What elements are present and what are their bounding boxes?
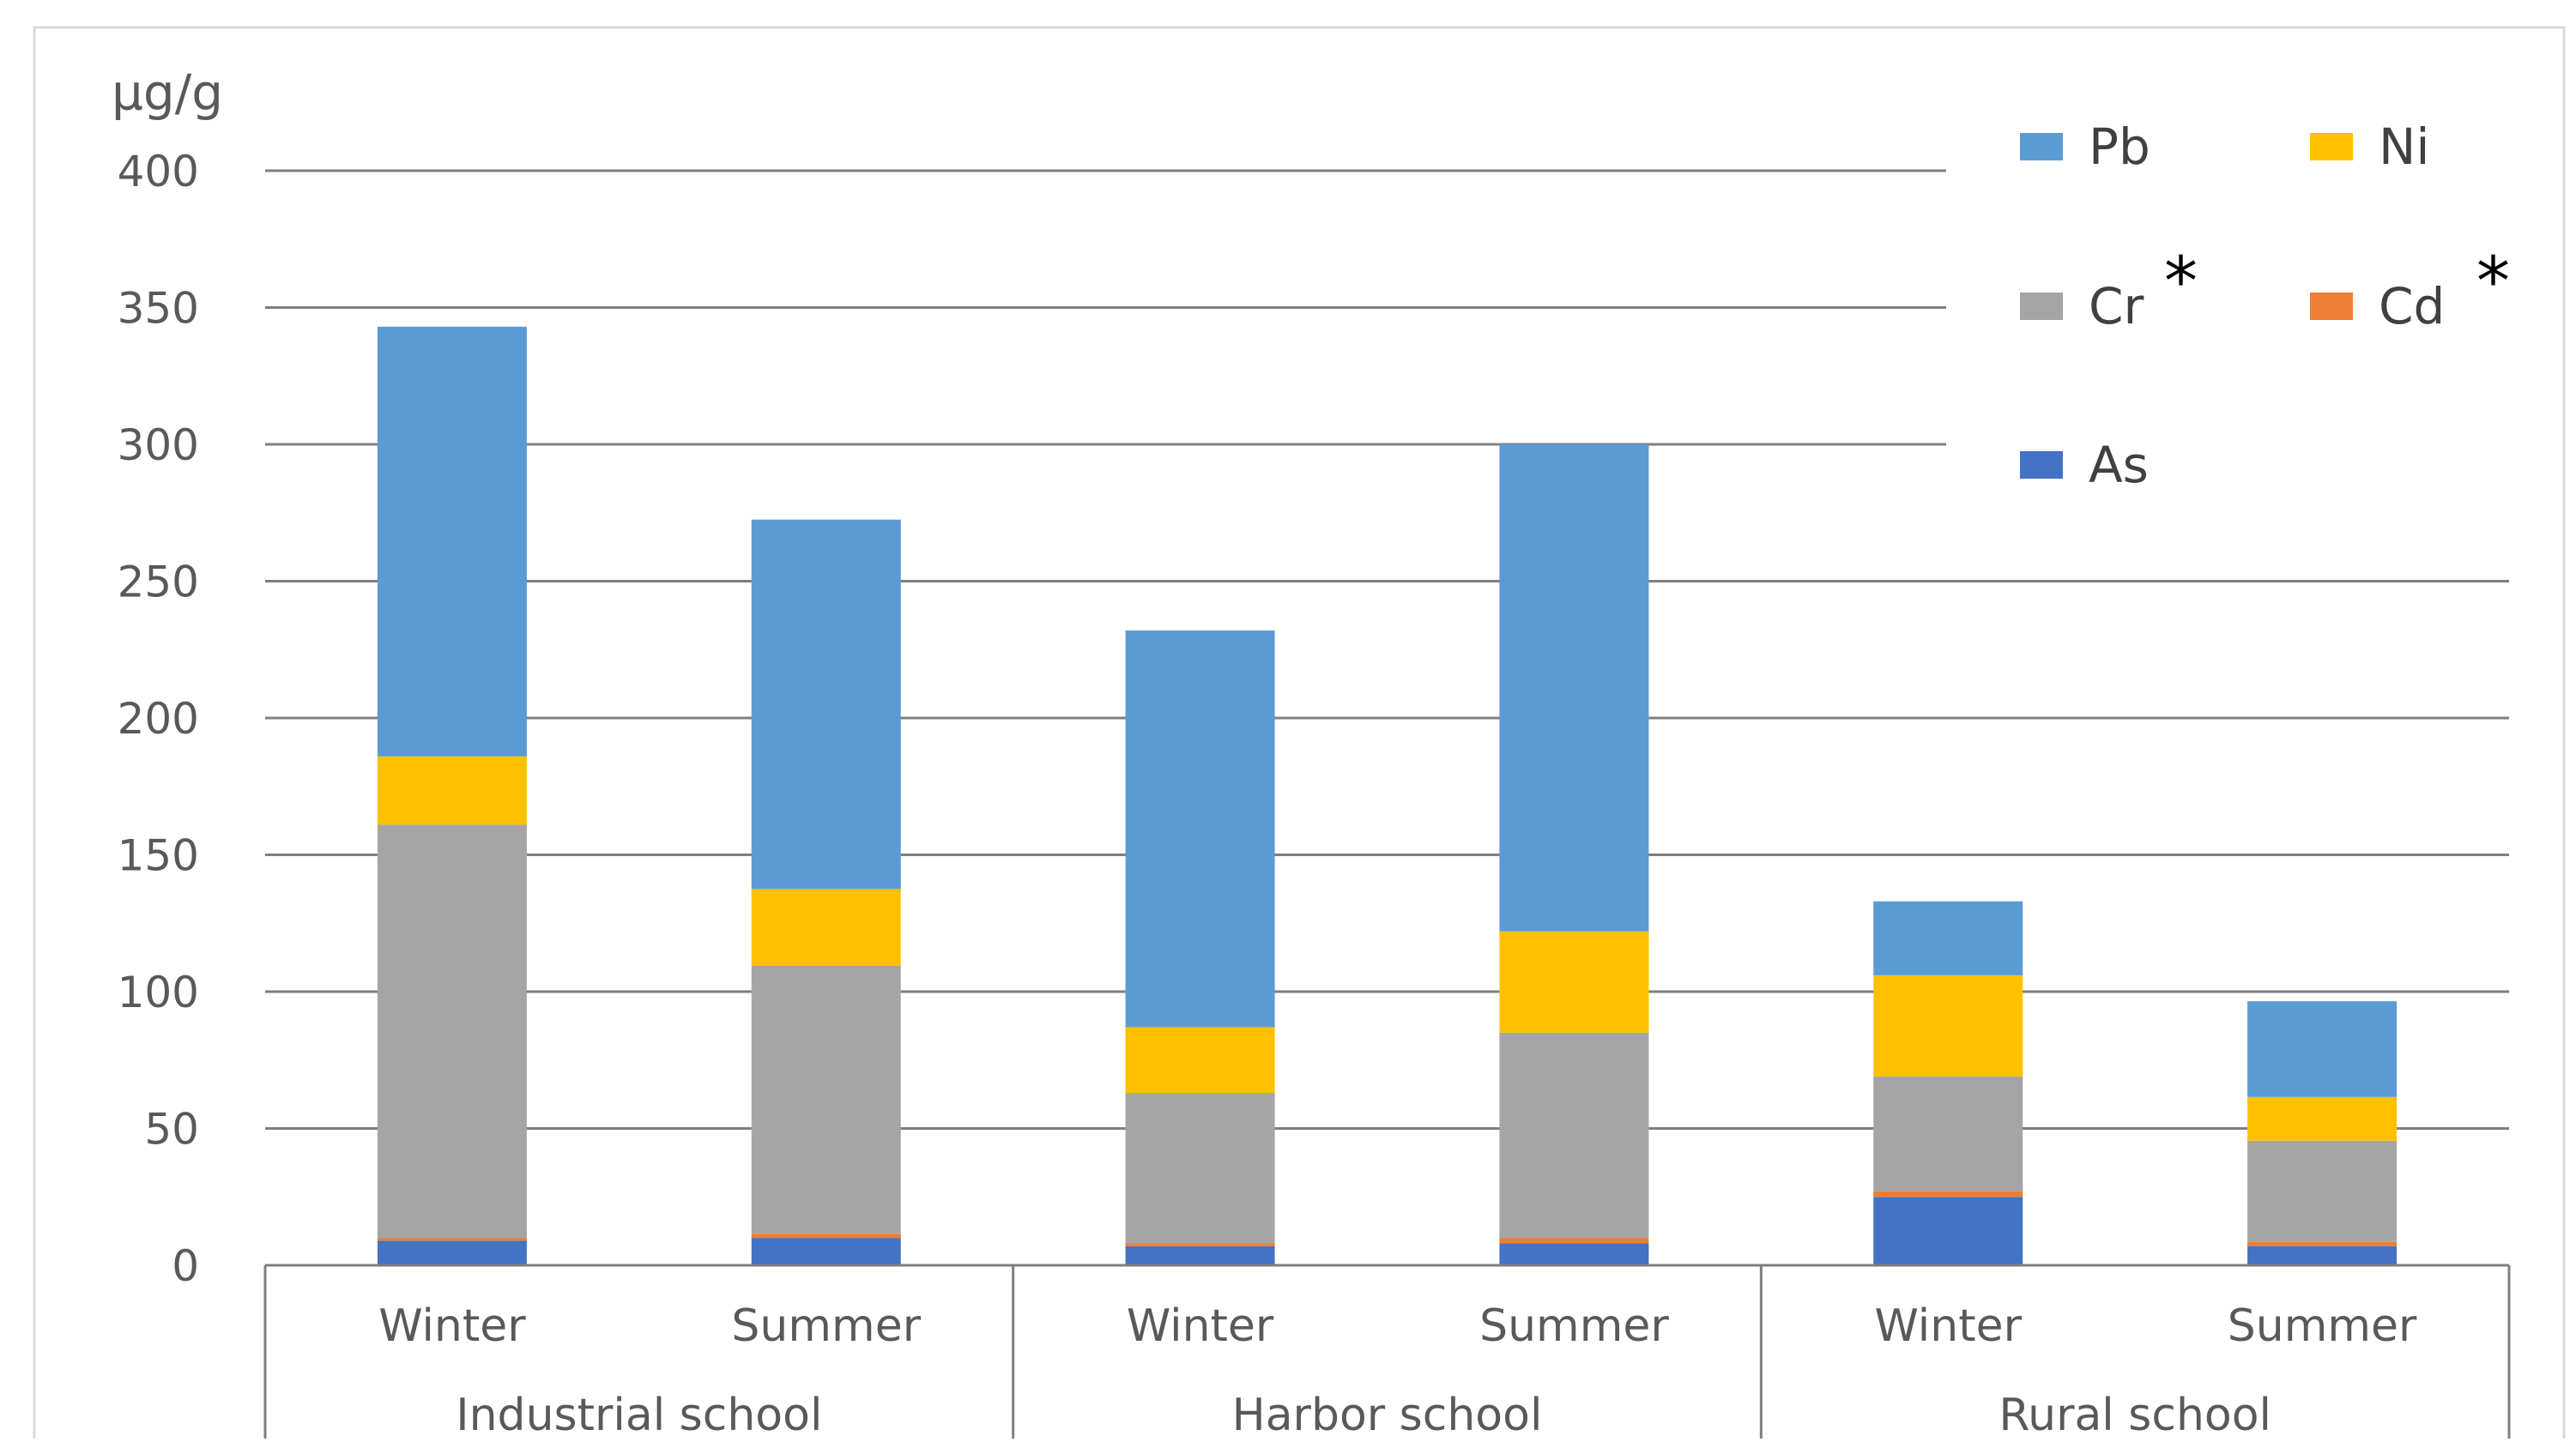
gridlines [265,169,2509,1130]
x-tick-label: Winter [378,1300,526,1352]
bar-segment-as [377,1240,527,1265]
bar-segment-ni [1499,931,1649,1033]
bar-segment-ni [751,889,901,966]
x-tick-label: Summer [1479,1300,1669,1352]
x-tick-label: Winter [1875,1300,2023,1352]
legend-label-pb: Pb [2089,118,2150,176]
bar-segment-as [2247,1246,2398,1265]
bar-segment-cr [2247,1140,2398,1242]
y-tick-label: 150 [118,831,199,881]
bar-segment-as [1499,1243,1649,1265]
y-tick-label: 250 [118,558,199,607]
y-tick-label: 50 [144,1105,199,1155]
legend: Pb Ni Cr Cd As * * [2020,118,2510,494]
y-tick-label: 400 [118,147,199,196]
x-axis: Winter Summer Industrial school Winter Summe… [263,1264,2511,1441]
x-tick-label: Winter [1127,1300,1274,1352]
bar-segment-cd [1499,1238,1649,1244]
y-tick-label: 300 [118,420,199,470]
bar-segment-cd [1873,1191,2023,1198]
bar-segment-pb [751,519,901,890]
legend-swatch-as [2020,451,2063,479]
bar-segment-cd [751,1234,901,1239]
bar-segment-ni [2247,1096,2398,1141]
bar-segment-as [1873,1197,2023,1265]
bar-segment-pb [377,326,527,757]
bar-segment-cd [1125,1243,1275,1246]
y-tick-label: 350 [118,284,199,334]
bar-segment-ni [377,756,527,825]
bars [377,326,2398,1265]
bar-segment-cr [1873,1076,2023,1192]
legend-swatch-ni [2310,133,2353,160]
y-tick-label: 100 [118,968,199,1017]
legend-swatch-cr [2020,293,2063,320]
bar-segment-cr [1499,1032,1649,1239]
group-label: Harbor school [1232,1390,1543,1439]
bar-segment-ni [1873,974,2023,1077]
group-label: Rural school [1999,1390,2271,1439]
bar-segment-pb [2247,1001,2398,1097]
bar-segment-cr [1125,1093,1275,1244]
legend-swatch-pb [2020,133,2063,160]
bar-segment-ni [1125,1027,1275,1094]
significance-marker: * [2476,244,2510,321]
bar-segment-pb [1499,444,1649,932]
x-tick-label: Summer [2228,1300,2417,1352]
bar-segment-cr [751,965,901,1234]
bar-segment-cd [2247,1241,2398,1246]
x-tick-label: Summer [731,1300,921,1352]
group-label: Industrial school [456,1390,822,1439]
bar-segment-cr [377,824,527,1239]
bar-segment-pb [1873,901,2023,975]
legend-label-as: As [2089,436,2149,494]
chart-border [33,26,2566,1442]
significance-marker: * [2164,244,2198,321]
bar-segment-cd [377,1238,527,1241]
bar-segment-as [1125,1246,1275,1265]
legend-label-ni: Ni [2379,118,2430,176]
y-tick-label: 0 [172,1241,199,1291]
y-unit-label: µg/g [112,63,223,122]
legend-swatch-cd [2310,293,2353,320]
bar-segment-pb [1125,630,1275,1028]
y-tick-label: 200 [118,694,199,744]
y-axis-ticks: 0 50 100 150 200 250 300 350 400 [118,147,199,1291]
bar-segment-as [751,1238,901,1265]
legend-label-cd: Cd [2379,277,2445,335]
legend-label-cr: Cr [2089,277,2144,335]
